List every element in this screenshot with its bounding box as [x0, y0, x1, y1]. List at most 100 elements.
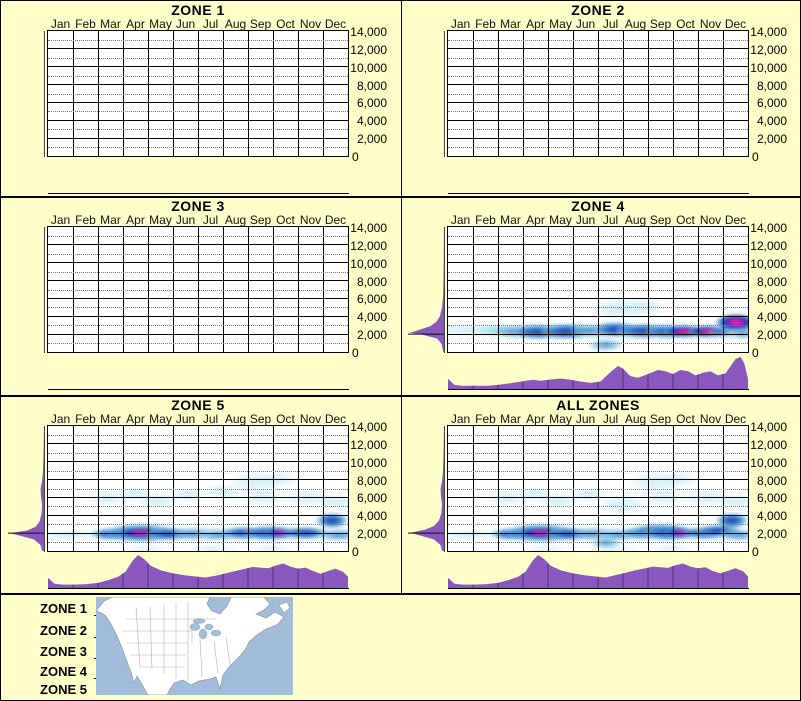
density-blob	[318, 494, 348, 510]
density-blob	[640, 488, 686, 505]
elevation-gridline	[448, 244, 748, 246]
elevation-tick-label: 10,000	[350, 60, 387, 75]
elevation-gridline	[48, 66, 348, 68]
elevation-dotted-gridline	[448, 75, 748, 77]
density-blob	[588, 339, 623, 351]
month-label: Jul	[602, 213, 619, 227]
month-label: Nov	[299, 213, 322, 227]
elevation-tick-label: 0	[752, 545, 759, 559]
landmass	[95, 596, 285, 696]
month-label: Sep	[249, 412, 272, 426]
month-label: Jun	[575, 213, 596, 227]
elevation-gridline	[448, 532, 748, 534]
month-label: Aug	[624, 412, 647, 426]
elevation-dotted-gridline	[448, 253, 748, 255]
elevation-tick-label: 0	[752, 346, 759, 360]
elevation-dotted-gridline	[48, 235, 348, 237]
elevation-tick-label: 8,000	[356, 473, 387, 488]
elevation-tick-label: 14,000	[350, 221, 387, 235]
elevation-dotted-gridline	[448, 488, 748, 490]
density-blob	[48, 529, 93, 541]
elevation-gridline	[48, 101, 348, 103]
elevation-profile	[8, 426, 44, 556]
bottom-marginal-baseline	[48, 389, 349, 390]
month-label: Jul	[202, 412, 219, 426]
month-label: Oct	[676, 17, 695, 31]
elevation-axis: 14,000 12,000 10,000 8,000 6,000 4,000 2,000 0	[750, 420, 788, 559]
elevation-dotted-gridline	[448, 343, 748, 345]
elevation-gridline	[448, 479, 748, 481]
elevation-dotted-gridline	[448, 147, 748, 149]
month-label: Oct	[676, 213, 695, 227]
elevation-tick-label: 8,000	[756, 274, 787, 289]
elevation-tick-label: 0	[352, 545, 359, 559]
density-blob	[525, 545, 566, 551]
zone-map	[95, 596, 293, 696]
density-blob	[170, 487, 206, 502]
month-label: Apr	[126, 17, 145, 31]
elevation-gridline	[448, 262, 748, 264]
elevation-dotted-gridline	[448, 57, 748, 59]
left-marginal-axis	[44, 227, 45, 353]
panel-zone-4: ZONE 4 Jan Feb Mar Apr May Jun Jul Aug Sep Oct Nov…	[401, 197, 800, 396]
elevation-gridline	[448, 101, 748, 103]
month-label: Sep	[649, 412, 672, 426]
month-label: Dec	[724, 17, 747, 31]
legend-label-zone-1: ZONE 1	[40, 601, 87, 616]
elevation-dotted-gridline	[48, 542, 348, 544]
month-label: Sep	[249, 17, 272, 31]
elevation-dotted-gridline	[48, 506, 348, 508]
elevation-tick-label: 0	[352, 150, 359, 164]
legend-label-zone-5: ZONE 5	[40, 682, 87, 697]
month-label: Oct	[276, 17, 295, 31]
great-lakes	[189, 618, 222, 640]
column-divider	[401, 1, 402, 594]
month-label: Dec	[324, 17, 347, 31]
elevation-gridline	[48, 84, 348, 86]
elevation-tick-label: 2,000	[356, 132, 387, 147]
elevation-gridline	[448, 297, 748, 299]
density-blob	[573, 528, 613, 540]
month-label: Dec	[324, 213, 347, 227]
elevation-axis: 14,000 12,000 10,000 8,000 6,000 4,000 2,000 0	[350, 221, 388, 360]
elevation-dotted-gridline	[48, 39, 348, 41]
left-marginal-axis	[44, 31, 45, 157]
month-axis: Jan Feb Mar Apr May Jun Jul Aug Sep Oct Nov Dec	[1, 412, 401, 426]
elevation-gridline	[48, 315, 348, 317]
newfoundland-island	[278, 601, 291, 614]
month-label: Feb	[75, 412, 96, 426]
month-label: Jun	[575, 412, 596, 426]
elevation-gridline	[48, 496, 348, 498]
month-label: Oct	[676, 412, 695, 426]
density-blob	[728, 327, 748, 339]
elevation-gridline	[48, 137, 348, 139]
left-marginal-axis	[44, 426, 45, 552]
elevation-tick-label: 2,000	[756, 328, 787, 343]
month-label: Mar	[100, 213, 121, 227]
month-label: Mar	[500, 412, 521, 426]
density-blob	[663, 325, 706, 338]
elevation-tick-label: 8,000	[756, 473, 787, 488]
state-borders	[122, 601, 231, 681]
month-label: Apr	[526, 412, 545, 426]
bottom-marginal-baseline	[48, 193, 349, 194]
month-label: Jul	[602, 412, 619, 426]
elevation-gridline	[448, 461, 748, 463]
month-label: Jul	[602, 17, 619, 31]
month-label: Nov	[699, 412, 722, 426]
month-label: Dec	[724, 412, 747, 426]
month-label: Jun	[175, 17, 196, 31]
panel-zone-3: ZONE 3 Jan Feb Mar Apr May Jun Jul Aug Sep Oct Nov…	[1, 197, 401, 396]
month-label: Nov	[699, 213, 722, 227]
month-label: Feb	[475, 412, 496, 426]
month-label: May	[549, 213, 572, 227]
month-label: Feb	[475, 213, 496, 227]
elevation-tick-label: 2,000	[756, 527, 787, 542]
month-axis: Jan Feb Mar Apr May Jun Jul Aug Sep Oct Nov Dec	[401, 412, 800, 426]
elevation-tick-label: 4,000	[356, 114, 387, 129]
elevation-gridline	[448, 514, 748, 516]
elevation-dotted-gridline	[448, 506, 748, 508]
plot-area	[447, 425, 749, 552]
row-divider-3	[1, 593, 800, 595]
month-label: Nov	[299, 17, 322, 31]
